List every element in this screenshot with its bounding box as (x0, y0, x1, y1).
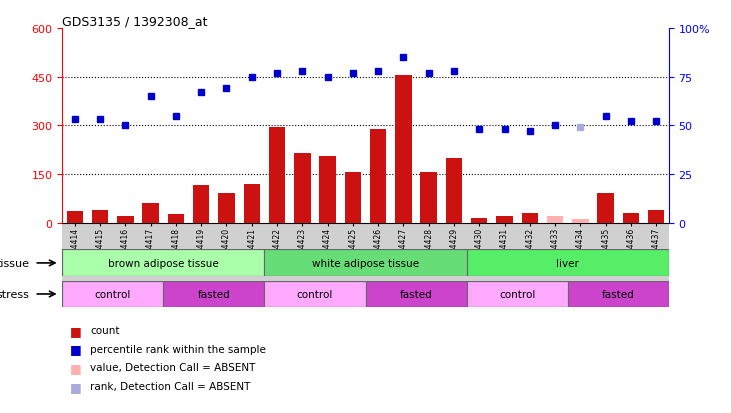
Bar (366, 281, 466, 308)
Text: ■: ■ (69, 380, 81, 393)
Bar (471, 218, 488, 223)
Bar (92, 210, 108, 223)
Bar (269, 128, 285, 223)
Text: stress: stress (0, 289, 29, 299)
Bar (568, 281, 669, 308)
Text: ■: ■ (69, 324, 81, 337)
Bar (265, 250, 466, 277)
Bar (143, 204, 159, 223)
Bar (62, 250, 265, 277)
Text: fasted: fasted (400, 289, 433, 299)
Text: ■: ■ (69, 342, 81, 356)
Bar (623, 213, 639, 223)
Bar (344, 173, 361, 223)
Bar (370, 129, 387, 223)
Text: rank, Detection Call = ABSENT: rank, Detection Call = ABSENT (90, 381, 250, 391)
Text: ■: ■ (69, 361, 81, 374)
Text: fasted: fasted (602, 289, 635, 299)
Text: control: control (94, 289, 131, 299)
Bar (522, 213, 538, 223)
Text: percentile rank within the sample: percentile rank within the sample (90, 344, 266, 354)
Text: brown adipose tissue: brown adipose tissue (108, 258, 219, 268)
Bar (265, 281, 366, 308)
Bar (294, 154, 311, 223)
Text: control: control (297, 289, 333, 299)
Bar (319, 157, 336, 223)
Bar (420, 173, 437, 223)
Text: tissue: tissue (0, 258, 29, 268)
Text: count: count (90, 325, 119, 335)
Text: control: control (499, 289, 535, 299)
Bar (597, 194, 614, 223)
Bar (163, 281, 265, 308)
Text: fasted: fasted (197, 289, 230, 299)
Bar (395, 76, 412, 223)
Text: liver: liver (556, 258, 579, 268)
Bar (648, 210, 664, 223)
Text: value, Detection Call = ABSENT: value, Detection Call = ABSENT (90, 363, 255, 373)
Bar (167, 215, 184, 223)
Bar (117, 216, 134, 223)
Bar (572, 220, 588, 223)
Text: GDS3135 / 1392308_at: GDS3135 / 1392308_at (62, 15, 208, 28)
Bar (193, 186, 209, 223)
Bar (547, 216, 564, 223)
Bar (243, 184, 260, 223)
Bar (466, 250, 669, 277)
Bar (62, 281, 163, 308)
Text: white adipose tissue: white adipose tissue (312, 258, 419, 268)
Bar (67, 212, 83, 223)
Bar (466, 281, 568, 308)
Bar (496, 216, 512, 223)
Bar (446, 158, 462, 223)
Bar (219, 194, 235, 223)
